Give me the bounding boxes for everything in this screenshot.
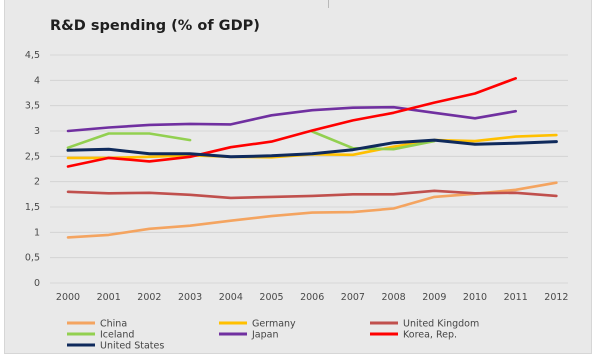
x-tick-label: 2001 [97,292,121,303]
x-tick-label: 2009 [422,292,446,303]
y-tick-label: 4 [34,75,40,86]
y-tick-label: 3 [34,126,40,137]
series-line-united-states [66,138,558,159]
y-tick-label: 0 [34,278,40,289]
y-tick-label: 1,5 [25,202,40,213]
x-tick-label: 2004 [219,292,243,303]
panel-divider [328,0,329,8]
x-tick-label: 2005 [259,292,283,303]
x-tick-label: 2007 [341,292,365,303]
series-line-china [66,181,558,239]
y-tick-label: 4,5 [25,50,40,61]
series-lines [66,77,558,239]
y-axis-ticks: 0 0,5 1 1,5 2 2,5 3 3,5 4 4,5 [25,50,40,289]
legend-label-united-states: United States [100,341,164,352]
series-line-korea-rep [66,77,518,168]
series-line-iceland [310,130,436,151]
legend-label-germany: Germany [252,319,296,330]
legend-label-china: China [100,319,127,330]
y-tick-label: 1 [34,227,40,238]
y-tick-label: 0,5 [25,253,40,264]
legend-label-japan: Japan [251,330,279,341]
x-tick-label: 2010 [463,292,487,303]
chart-panel [4,0,592,354]
x-tick-label: 2006 [300,292,324,303]
x-tick-label: 2012 [544,292,568,303]
series-line-iceland [66,132,192,149]
legend-label-iceland: Iceland [100,330,134,341]
legend-label-korea-rep: Korea, Rep. [403,330,457,341]
series-line-united-kingdom [66,189,558,200]
series-line-japan [66,105,518,133]
y-tick-label: 3,5 [25,101,40,112]
x-tick-label: 2000 [56,292,80,303]
gridlines [50,54,568,284]
x-axis-ticks: 2000 2001 2002 2003 2004 2005 2006 2007 2008 2009… [56,292,569,303]
x-tick-label: 2008 [382,292,406,303]
chart-title: R&D spending (% of GDP) [50,18,260,34]
legend: China Germany United Kingdom Iceland Japan Ko… [67,319,479,352]
x-tick-label: 2002 [137,292,161,303]
y-tick-label: 2 [34,177,40,188]
legend-label-united-kingdom: United Kingdom [403,319,479,330]
y-tick-label: 2,5 [25,151,40,162]
x-tick-label: 2011 [504,292,528,303]
x-tick-label: 2003 [178,292,202,303]
